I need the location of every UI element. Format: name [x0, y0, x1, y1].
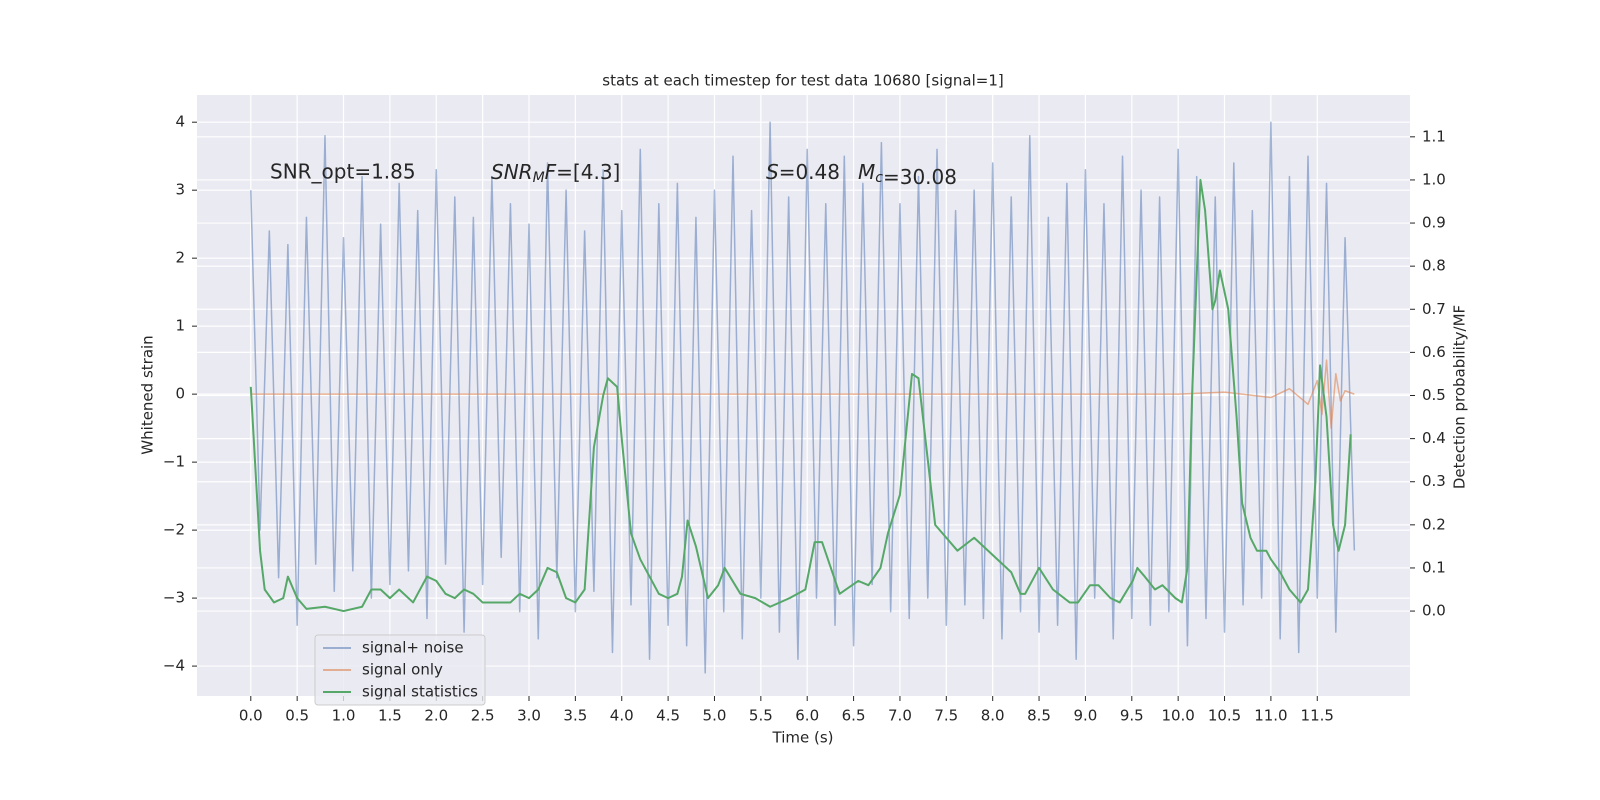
annotation: S=0.48 — [766, 160, 840, 184]
y-tick-label: −2 — [163, 521, 185, 539]
y2-tick-label: 0.9 — [1422, 214, 1446, 232]
x-tick-label: 11.5 — [1301, 707, 1334, 725]
x-tick-label: 9.0 — [1073, 707, 1097, 725]
y2-tick-label: 0.3 — [1422, 472, 1446, 490]
marks — [249, 121, 1356, 674]
chart-title: stats at each timestep for test data 106… — [602, 72, 1003, 90]
x-tick-label: 7.0 — [888, 707, 912, 725]
y-tick-label: −1 — [163, 453, 185, 471]
annotation: SNR_opt=1.85 — [270, 160, 416, 184]
y2-tick-label: 0.6 — [1422, 343, 1446, 361]
series-line — [250, 121, 1356, 674]
y2-tick-label: 0.1 — [1422, 558, 1446, 576]
x-tick-label: 4.0 — [610, 707, 634, 725]
x-tick-label: 3.5 — [563, 707, 587, 725]
y2-tick-label: 1.1 — [1422, 127, 1446, 145]
legend-box — [314, 634, 486, 706]
x-tick-label: 7.5 — [934, 707, 958, 725]
x-tick-label: 11.0 — [1254, 707, 1287, 725]
y2-tick-label: 0.4 — [1422, 429, 1446, 447]
y-tick-label: 1 — [175, 317, 185, 335]
y-tick-label: −4 — [163, 657, 185, 675]
y-tick-label: 4 — [175, 113, 185, 131]
y2-axis-label: Detection probability/MF — [1451, 305, 1469, 489]
y2-tick-label: 0.8 — [1422, 257, 1446, 275]
x-tick-label: 6.0 — [795, 707, 819, 725]
x-tick-label: 6.5 — [842, 707, 866, 725]
legend-label: signal statistics — [362, 683, 478, 701]
series-line — [249, 178, 1352, 613]
y-tick-label: −3 — [163, 589, 185, 607]
x-tick-label: 0.0 — [239, 707, 263, 725]
x-tick-label: 9.5 — [1120, 707, 1144, 725]
x-tick-label: 5.5 — [749, 707, 773, 725]
x-axis-label: Time (s) — [772, 729, 834, 747]
y-tick-label: 2 — [175, 249, 185, 267]
x-tick-label: 2.0 — [424, 707, 448, 725]
y-tick-label: 3 — [175, 181, 185, 199]
x-tick-label: 3.0 — [517, 707, 541, 725]
y2-tick-label: 1.0 — [1422, 170, 1446, 188]
x-tick-label: 8.5 — [1027, 707, 1051, 725]
x-tick-label: 10.5 — [1208, 707, 1241, 725]
y2-tick-label: 0.0 — [1422, 602, 1446, 620]
x-tick-label: 5.0 — [703, 707, 727, 725]
x-tick-label: 0.5 — [285, 707, 309, 725]
annotation: SNRMF=[4.3] — [491, 160, 620, 187]
x-tick-label: 10.0 — [1161, 707, 1194, 725]
y2-tick-label: 0.7 — [1422, 300, 1446, 318]
x-tick-label: 2.5 — [471, 707, 495, 725]
y2-tick-label: 0.5 — [1422, 386, 1446, 404]
x-tick-label: 1.0 — [332, 707, 356, 725]
x-tick-label: 1.5 — [378, 707, 402, 725]
legend-label: signal only — [362, 661, 443, 679]
x-tick-label: 8.0 — [981, 707, 1005, 725]
annotation: Mc=30.08 — [858, 160, 957, 189]
y-tick-label: 0 — [175, 385, 185, 403]
y-axis-label: Whitened strain — [139, 335, 157, 454]
x-tick-label: 4.5 — [656, 707, 680, 725]
labels: 0.0 0.5 1.0 1.5 2.0 2.5 3.0 3.5 4.0 4.5 5.0 5.5 6.0 6… — [163, 113, 1446, 725]
legend-label: signal+ noise — [362, 639, 464, 657]
y2-tick-label: 0.2 — [1422, 515, 1446, 533]
